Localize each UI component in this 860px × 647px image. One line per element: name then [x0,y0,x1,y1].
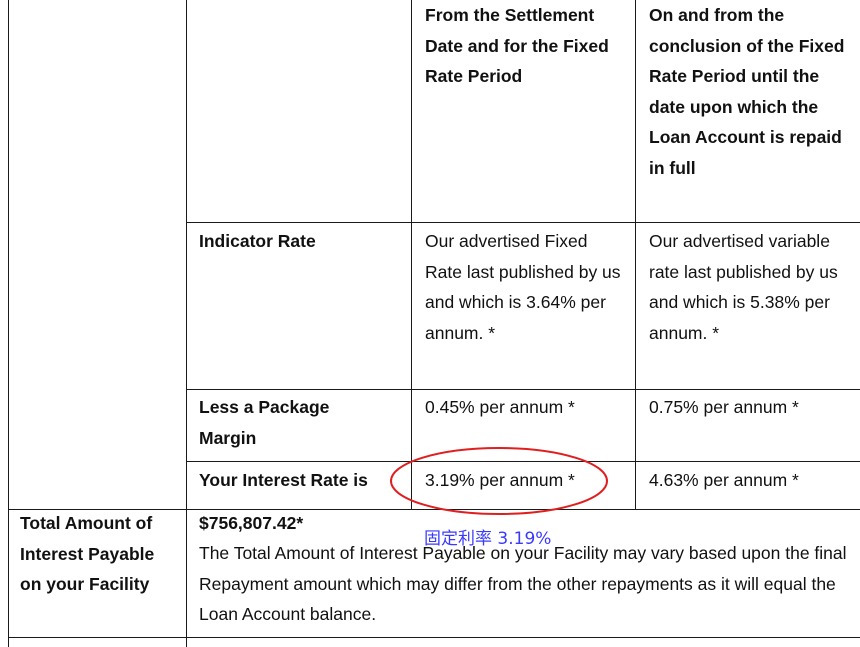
total-row-bottom-line [8,637,860,638]
package-margin-variable: 0.75% per annum * [649,397,799,417]
label-col-line-lower [186,509,187,647]
interest-rate-variable: 4.63% per annum * [649,470,799,490]
margin-row-bottom-line [186,461,860,462]
total-interest-amount: $756,807.42* [199,513,304,533]
interest-rate-fixed: 3.19% per annum * [425,470,575,490]
indicator-rate-fixed: Our advertised Fixed Rate last published… [425,231,621,343]
col1-divider-line [411,0,412,510]
left-border-line [8,0,9,647]
row-label-interest-rate: Your Interest Rate is [199,470,368,490]
col2-divider-line [635,0,636,510]
package-margin-fixed: 0.45% per annum * [425,397,575,417]
indicator-rate-variable: Our advertised variable rate last publis… [649,231,838,343]
row-label-indicator-rate: Indicator Rate [199,231,316,251]
header-fixed-period: From the Settlement Date and for the Fix… [425,5,609,86]
annotation-note: 固定利率 3.19% [424,529,552,549]
row-label-package-margin: Less a Package Margin [199,397,330,448]
header-variable-period: On and from the conclusion of the Fixed … [649,5,845,178]
label-col-line-upper [186,0,187,510]
header-bottom-line [186,222,860,223]
indicator-row-bottom-line [186,389,860,390]
total-interest-description: The Total Amount of Interest Payable on … [199,543,847,624]
total-interest-label: Total Amount of Interest Payable on your… [20,513,155,594]
